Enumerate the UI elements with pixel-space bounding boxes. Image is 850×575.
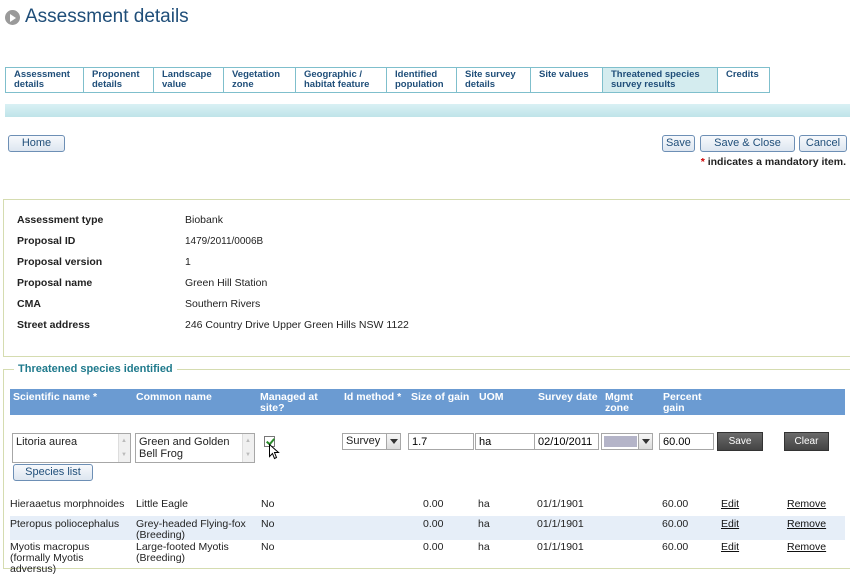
mandatory-note-text: indicates a mandatory item. bbox=[704, 156, 846, 168]
row-scientific-name: Hieraaetus morphnoides bbox=[10, 498, 125, 510]
row-uom: ha bbox=[478, 518, 490, 530]
mgmt-zone-select[interactable] bbox=[601, 433, 653, 450]
common-name-value: Green and Golden Bell Frog bbox=[139, 436, 230, 460]
row-uom: ha bbox=[478, 498, 490, 510]
row-survey-date: 01/1/1901 bbox=[537, 498, 584, 510]
tab-credits[interactable]: Credits bbox=[717, 67, 770, 93]
row-edit-link[interactable]: Edit bbox=[721, 541, 740, 553]
cancel-button[interactable]: Cancel bbox=[799, 135, 847, 152]
col-mgmt-zone: Mgmt zone bbox=[605, 391, 633, 414]
percent-gain-input[interactable] bbox=[659, 433, 714, 450]
tab-identified-population[interactable]: Identified population bbox=[386, 67, 456, 93]
proposal-name-value: Green Hill Station bbox=[185, 277, 268, 289]
species-grid-header: Scientific name * Common name Managed at… bbox=[10, 389, 845, 415]
row-remove-link[interactable]: Remove bbox=[787, 518, 827, 530]
col-common-name: Common name bbox=[136, 391, 212, 403]
proposal-version-value: 1 bbox=[185, 256, 191, 268]
row-save-button[interactable]: Save bbox=[717, 432, 763, 451]
col-survey-date: Survey date bbox=[538, 391, 598, 403]
table-row: Hieraaetus morphnoides Little Eagle No 0… bbox=[10, 495, 845, 517]
threatened-species-legend: Threatened species identified bbox=[14, 363, 177, 375]
tab-geographic-habitat-feature[interactable]: Geographic / habitat feature bbox=[295, 67, 386, 93]
street-address-value: 246 Country Drive Upper Green Hills NSW … bbox=[185, 319, 409, 331]
mandatory-note: * indicates a mandatory item. bbox=[701, 156, 846, 168]
proposal-id-label: Proposal ID bbox=[17, 235, 76, 247]
row-remove-link[interactable]: Remove bbox=[787, 498, 827, 510]
col-percent-gain: Percent gain bbox=[663, 391, 702, 414]
row-size-of-gain: 0.00 bbox=[423, 498, 444, 510]
survey-date-input[interactable] bbox=[534, 433, 599, 450]
row-edit-link[interactable]: Edit bbox=[721, 518, 740, 530]
row-size-of-gain: 0.00 bbox=[423, 518, 444, 530]
row-percent-gain: 60.00 bbox=[662, 518, 689, 530]
row-managed: No bbox=[261, 541, 275, 553]
tab-threatened-species-survey-results[interactable]: Threatened species survey results bbox=[602, 67, 717, 93]
tab-proponent-details[interactable]: Proponent details bbox=[83, 67, 153, 93]
species-list-button[interactable]: Species list bbox=[13, 464, 93, 481]
tab-site-values[interactable]: Site values bbox=[530, 67, 602, 93]
cma-label: CMA bbox=[17, 298, 41, 310]
assessment-summary-box: Assessment type Biobank Proposal ID 1479… bbox=[3, 199, 850, 357]
id-method-value: Survey bbox=[346, 435, 381, 447]
uom-input[interactable] bbox=[475, 433, 535, 450]
row-edit-link[interactable]: Edit bbox=[721, 498, 740, 510]
street-address-label: Street address bbox=[17, 319, 90, 331]
save-close-button[interactable]: Save & Close bbox=[700, 135, 795, 152]
row-managed: No bbox=[261, 498, 275, 510]
col-scientific-name: Scientific name * bbox=[13, 391, 98, 403]
row-managed: No bbox=[261, 518, 275, 530]
mandatory-star: * bbox=[700, 156, 705, 168]
row-size-of-gain: 0.00 bbox=[423, 541, 444, 553]
scientific-name-value: Litoria aurea bbox=[16, 436, 78, 448]
tab-vegetation-zone[interactable]: Vegetation zone bbox=[223, 67, 295, 93]
id-method-select[interactable]: Survey bbox=[342, 433, 401, 450]
row-percent-gain: 60.00 bbox=[662, 498, 689, 510]
scrollbar[interactable] bbox=[118, 434, 130, 462]
col-size-of-gain: Size of gain bbox=[411, 391, 470, 403]
tab-content-band bbox=[5, 104, 850, 117]
proposal-version-label: Proposal version bbox=[17, 256, 103, 268]
size-of-gain-input[interactable] bbox=[408, 433, 474, 450]
common-name-input[interactable]: Green and Golden Bell Frog bbox=[135, 433, 255, 463]
row-scientific-name: Pteropus poliocephalus bbox=[10, 518, 120, 530]
mouse-cursor-icon bbox=[269, 443, 280, 463]
tab-assessment-details[interactable]: Assessment details bbox=[5, 67, 83, 93]
assessment-type-label: Assessment type bbox=[17, 214, 104, 226]
mgmt-zone-value bbox=[604, 436, 637, 447]
row-clear-button[interactable]: Clear bbox=[784, 432, 829, 451]
col-id-method: Id method * bbox=[344, 391, 402, 403]
col-managed-at-site: Managed at site? bbox=[260, 391, 318, 414]
row-common-name: Grey-headed Flying-fox (Breeding) bbox=[136, 518, 246, 541]
cma-value: Southern Rivers bbox=[185, 298, 261, 310]
play-circle-icon bbox=[5, 10, 20, 25]
row-common-name: Little Eagle bbox=[136, 498, 188, 510]
tab-landscape-value[interactable]: Landscape value bbox=[153, 67, 223, 93]
row-uom: ha bbox=[478, 541, 490, 553]
home-button[interactable]: Home bbox=[8, 135, 65, 152]
scientific-name-input[interactable]: Litoria aurea bbox=[12, 433, 131, 463]
assessment-type-value: Biobank bbox=[185, 214, 223, 226]
proposal-id-value: 1479/2011/0006B bbox=[185, 236, 264, 247]
table-row: Pteropus poliocephalus Grey-headed Flyin… bbox=[10, 516, 845, 541]
row-survey-date: 01/1/1901 bbox=[537, 518, 584, 530]
page-title: Assessment details bbox=[25, 6, 189, 27]
chevron-down-icon[interactable] bbox=[386, 434, 400, 449]
row-remove-link[interactable]: Remove bbox=[787, 541, 827, 553]
row-scientific-name: Myotis macropus (formally Myotis adversu… bbox=[10, 541, 90, 575]
proposal-name-label: Proposal name bbox=[17, 277, 93, 289]
row-survey-date: 01/1/1901 bbox=[537, 541, 584, 553]
save-button[interactable]: Save bbox=[662, 135, 695, 152]
row-common-name: Large-footed Myotis (Breeding) bbox=[136, 541, 229, 564]
tab-site-survey-details[interactable]: Site survey details bbox=[456, 67, 530, 93]
scrollbar[interactable] bbox=[242, 434, 254, 462]
table-row: Myotis macropus (formally Myotis adversu… bbox=[10, 540, 845, 575]
chevron-down-icon[interactable] bbox=[638, 434, 652, 449]
col-uom: UOM bbox=[479, 391, 504, 403]
row-percent-gain: 60.00 bbox=[662, 541, 689, 553]
tab-bar: Assessment details Proponent details Lan… bbox=[5, 67, 770, 93]
